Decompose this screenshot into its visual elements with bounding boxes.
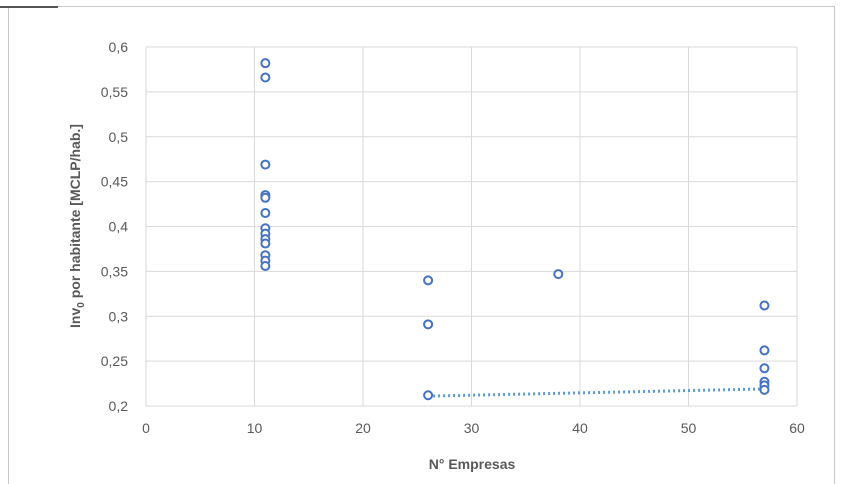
data-point-14 <box>423 319 434 330</box>
x-tick-label-1: 10 <box>247 420 263 436</box>
y-axis-title: Inv0 por habitante [MCLP/hab.] <box>67 124 87 328</box>
x-axis-title: N° Empresas <box>429 456 516 472</box>
data-point-17 <box>759 300 770 311</box>
y-tick-label-0: 0,2 <box>109 398 129 414</box>
y-tick-label-8: 0,6 <box>109 39 129 55</box>
x-tick-label-2: 20 <box>355 420 371 436</box>
trendline-group <box>428 387 765 398</box>
data-point-18 <box>759 345 770 356</box>
data-point-4 <box>260 192 271 203</box>
data-point-19 <box>759 363 770 374</box>
y-tick-label-5: 0,45 <box>101 174 128 190</box>
trendline <box>428 387 765 398</box>
y-axis-title-main: Inv <box>67 308 83 328</box>
top-left-tab-mark <box>0 0 58 8</box>
y-tick-label-1: 0,25 <box>101 353 128 369</box>
data-point-12 <box>260 260 271 271</box>
y-axis-title-subscript: 0 <box>76 302 87 308</box>
y-tick-label-6: 0,5 <box>109 129 129 145</box>
y-tick-label-7: 0,55 <box>101 84 128 100</box>
x-tick-label-0: 0 <box>142 420 150 436</box>
data-point-9 <box>260 238 271 249</box>
grid-lines <box>145 46 798 407</box>
data-point-15 <box>423 390 434 401</box>
y-axis-title-rest: por habitante [MCLP/hab.] <box>67 124 83 302</box>
data-point-2 <box>260 159 271 170</box>
data-point-22 <box>759 384 770 395</box>
y-tick-label-2: 0,3 <box>109 308 129 324</box>
data-point-13 <box>423 275 434 286</box>
data-point-1 <box>260 72 271 83</box>
x-tick-labels: 0 10 20 30 40 50 60 <box>142 420 805 436</box>
data-point-16 <box>553 269 564 280</box>
y-tick-label-4: 0,4 <box>109 219 129 235</box>
x-tick-label-5: 50 <box>681 420 697 436</box>
data-point-0 <box>260 58 271 69</box>
y-tick-labels: 0,2 0,25 0,3 0,35 0,4 0,45 0,5 0,55 0,6 <box>101 39 128 414</box>
data-points <box>260 58 770 401</box>
y-tick-label-3: 0,35 <box>101 263 128 279</box>
x-tick-label-4: 40 <box>572 420 588 436</box>
x-tick-label-6: 60 <box>789 420 805 436</box>
data-point-5 <box>260 208 271 219</box>
x-tick-label-3: 30 <box>464 420 480 436</box>
